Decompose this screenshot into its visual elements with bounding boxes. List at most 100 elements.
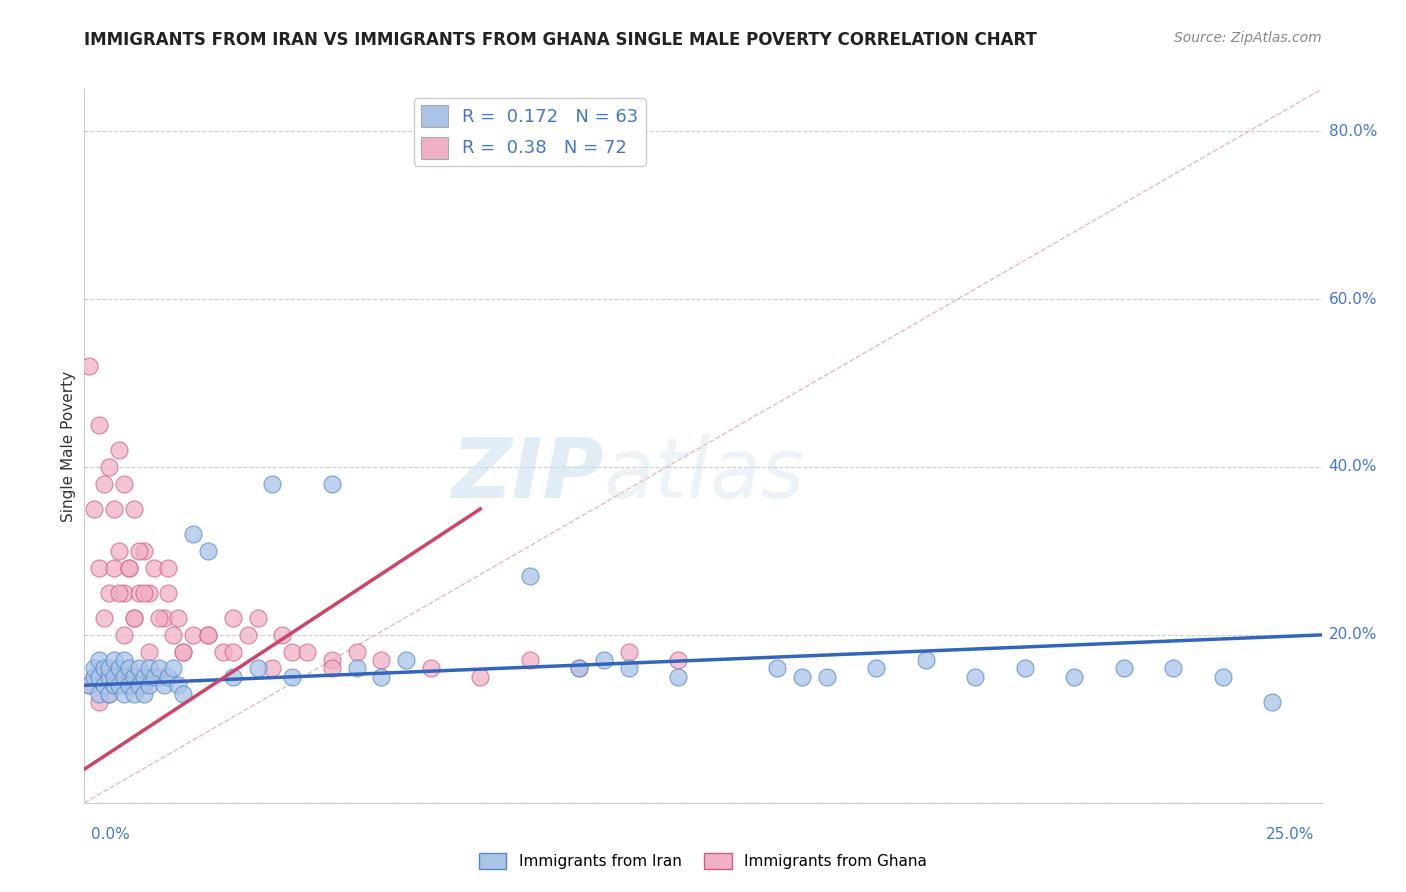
Point bbox=[142, 560, 165, 574]
Text: 0.0%: 0.0% bbox=[91, 827, 131, 841]
Point bbox=[212, 645, 235, 659]
Point bbox=[122, 678, 145, 692]
Point bbox=[1261, 695, 1284, 709]
Point bbox=[98, 670, 121, 684]
Point bbox=[112, 476, 135, 491]
Point bbox=[157, 560, 180, 574]
Point bbox=[108, 678, 131, 692]
Point bbox=[197, 544, 219, 558]
Point bbox=[568, 661, 591, 675]
Text: 20.0%: 20.0% bbox=[1329, 627, 1376, 642]
Point bbox=[148, 611, 170, 625]
Point bbox=[98, 687, 121, 701]
Point bbox=[617, 661, 640, 675]
Point bbox=[295, 645, 318, 659]
Point bbox=[142, 670, 165, 684]
Point bbox=[128, 661, 150, 675]
Point bbox=[790, 670, 813, 684]
Point bbox=[138, 661, 160, 675]
Point bbox=[197, 628, 219, 642]
Point bbox=[132, 670, 155, 684]
Point bbox=[152, 678, 174, 692]
Point bbox=[181, 527, 204, 541]
Point bbox=[98, 687, 121, 701]
Point bbox=[103, 670, 125, 684]
Point bbox=[118, 560, 141, 574]
Point bbox=[89, 687, 111, 701]
Point bbox=[103, 653, 125, 667]
Point bbox=[470, 670, 492, 684]
Point bbox=[89, 653, 111, 667]
Point bbox=[118, 678, 141, 692]
Text: 40.0%: 40.0% bbox=[1329, 459, 1376, 475]
Point bbox=[122, 670, 145, 684]
Point bbox=[108, 586, 131, 600]
Point bbox=[132, 544, 155, 558]
Point bbox=[162, 661, 184, 675]
Point bbox=[246, 661, 269, 675]
Point bbox=[197, 628, 219, 642]
Point bbox=[815, 670, 838, 684]
Point bbox=[519, 653, 541, 667]
Point bbox=[93, 678, 115, 692]
Point bbox=[128, 586, 150, 600]
Point bbox=[167, 678, 190, 692]
Point bbox=[112, 670, 135, 684]
Point bbox=[79, 678, 101, 692]
Point bbox=[172, 645, 194, 659]
Point bbox=[112, 653, 135, 667]
Point bbox=[89, 695, 111, 709]
Point bbox=[617, 645, 640, 659]
Text: Source: ZipAtlas.com: Source: ZipAtlas.com bbox=[1174, 31, 1322, 45]
Point bbox=[370, 670, 392, 684]
Point bbox=[1063, 670, 1085, 684]
Point bbox=[346, 645, 368, 659]
Point bbox=[93, 678, 115, 692]
Point bbox=[122, 611, 145, 625]
Point bbox=[108, 661, 131, 675]
Point bbox=[103, 502, 125, 516]
Point bbox=[865, 661, 887, 675]
Point bbox=[766, 661, 789, 675]
Point bbox=[148, 670, 170, 684]
Point bbox=[93, 476, 115, 491]
Point bbox=[222, 670, 245, 684]
Point bbox=[93, 661, 115, 675]
Point bbox=[152, 611, 174, 625]
Point bbox=[666, 653, 689, 667]
Point bbox=[103, 678, 125, 692]
Point bbox=[132, 678, 155, 692]
Point bbox=[236, 628, 259, 642]
Point bbox=[419, 661, 441, 675]
Point bbox=[132, 586, 155, 600]
Point bbox=[148, 661, 170, 675]
Point bbox=[666, 670, 689, 684]
Point bbox=[79, 678, 101, 692]
Point bbox=[138, 670, 160, 684]
Text: ZIP: ZIP bbox=[451, 434, 605, 515]
Point bbox=[321, 476, 343, 491]
Point bbox=[157, 670, 180, 684]
Point bbox=[122, 611, 145, 625]
Text: 25.0%: 25.0% bbox=[1267, 827, 1315, 841]
Point bbox=[128, 544, 150, 558]
Point bbox=[118, 661, 141, 675]
Point bbox=[162, 628, 184, 642]
Point bbox=[132, 687, 155, 701]
Point bbox=[98, 460, 121, 475]
Point bbox=[1212, 670, 1234, 684]
Point bbox=[118, 670, 141, 684]
Point bbox=[281, 670, 304, 684]
Legend: R =  0.172   N = 63, R =  0.38   N = 72: R = 0.172 N = 63, R = 0.38 N = 72 bbox=[413, 98, 645, 166]
Y-axis label: Single Male Poverty: Single Male Poverty bbox=[60, 370, 76, 522]
Point bbox=[128, 678, 150, 692]
Point bbox=[112, 628, 135, 642]
Point bbox=[138, 645, 160, 659]
Point bbox=[172, 687, 194, 701]
Point bbox=[93, 611, 115, 625]
Point bbox=[83, 670, 105, 684]
Point bbox=[108, 670, 131, 684]
Point bbox=[103, 678, 125, 692]
Point bbox=[103, 560, 125, 574]
Point bbox=[395, 653, 418, 667]
